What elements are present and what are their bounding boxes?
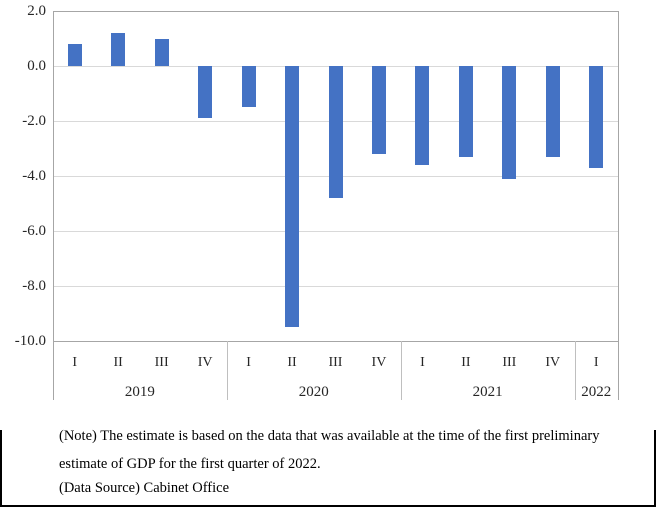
- plot-border-right: [618, 11, 619, 400]
- x-quarter-label: III: [154, 355, 169, 370]
- x-quarter-label: IV: [371, 355, 387, 370]
- x-quarter-label: II: [287, 355, 297, 370]
- bar-2022-Q1: [589, 66, 604, 168]
- x-year-label: 2019: [124, 384, 155, 400]
- data-source-text: (Data Source) Cabinet Office: [59, 480, 230, 496]
- page-border-right: [654, 430, 656, 507]
- x-quarter-label: I: [72, 355, 78, 370]
- x-quarter-label: III: [328, 355, 343, 370]
- x-year-label: 2020: [298, 384, 329, 400]
- page-border-left: [0, 430, 2, 507]
- x-quarter-label: I: [593, 355, 599, 370]
- gridline: [53, 230, 618, 232]
- plot-border-horizontal: [53, 340, 618, 342]
- bar-2021-Q4: [545, 66, 560, 157]
- bar-2021-Q3: [502, 66, 517, 179]
- year-group-separator: [226, 341, 228, 400]
- y-tick-label: -4.0: [22, 168, 46, 184]
- bar-2020-Q4: [371, 66, 386, 154]
- note-text-line-2: estimate of GDP for the first quarter of…: [59, 456, 321, 472]
- bar-2020-Q2: [285, 66, 300, 328]
- x-quarter-label: II: [113, 355, 123, 370]
- x-quarter-label: IV: [545, 355, 561, 370]
- x-quarter-label: III: [502, 355, 517, 370]
- bar-2019-Q1: [67, 44, 82, 66]
- x-quarter-label: II: [461, 355, 471, 370]
- plot-border-horizontal: [53, 10, 618, 12]
- x-year-label: 2022: [581, 384, 612, 400]
- x-quarter-label: IV: [197, 355, 213, 370]
- bar-2021-Q1: [415, 66, 430, 165]
- y-tick-label: 0.0: [27, 58, 46, 74]
- bar-2019-Q4: [198, 66, 213, 119]
- year-group-separator: [574, 341, 576, 400]
- y-tick-label: -10.0: [14, 333, 46, 349]
- note-text-line-1: (Note) The estimate is based on the data…: [59, 428, 600, 444]
- bar-2021-Q2: [458, 66, 473, 157]
- year-group-separator: [400, 341, 402, 400]
- x-quarter-label: I: [420, 355, 425, 370]
- y-tick-label: -6.0: [22, 223, 46, 239]
- y-tick-label: -8.0: [22, 278, 46, 294]
- page-border-bottom: [0, 505, 656, 507]
- x-year-label: 2021: [472, 384, 503, 400]
- bar-2020-Q3: [328, 66, 343, 198]
- bar-2020-Q1: [241, 66, 256, 108]
- y-axis-line: [53, 11, 54, 400]
- bar-2019-Q2: [111, 33, 126, 66]
- bar-2019-Q3: [154, 38, 169, 66]
- x-quarter-label: I: [246, 355, 251, 370]
- y-tick-label: 2.0: [27, 3, 46, 19]
- y-tick-label: -2.0: [22, 113, 46, 129]
- gridline: [53, 285, 618, 287]
